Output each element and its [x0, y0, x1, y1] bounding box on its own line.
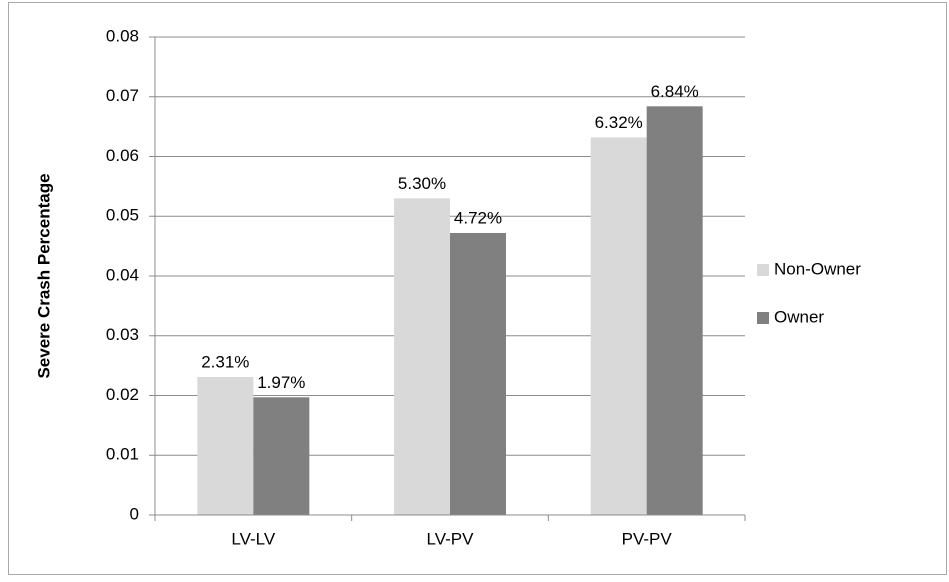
legend-swatch: [757, 264, 769, 276]
data-label: 2.31%: [201, 352, 249, 371]
legend-label: Non-Owner: [774, 259, 861, 278]
y-tick-label: 0.01: [106, 445, 139, 464]
data-label: 1.97%: [257, 373, 305, 392]
data-label: 6.32%: [595, 113, 643, 132]
y-tick-label: 0.07: [106, 86, 139, 105]
x-tick-label: LV-LV: [231, 529, 275, 548]
bar: [253, 397, 310, 515]
y-tick-label: 0: [130, 504, 139, 523]
y-tick-label: 0.08: [106, 26, 139, 45]
y-axis-label: Severe Crash Percentage: [34, 173, 53, 378]
data-label: 5.30%: [398, 174, 446, 193]
data-label: 6.84%: [651, 82, 699, 101]
bar: [197, 376, 254, 515]
y-tick-label: 0.05: [106, 206, 139, 225]
y-tick-label: 0.06: [106, 146, 139, 165]
bar: [590, 137, 647, 515]
y-tick-label: 0.04: [106, 265, 139, 284]
x-tick-label: PV-PV: [622, 529, 673, 548]
bar: [450, 232, 506, 516]
y-tick-label: 0.02: [106, 385, 139, 404]
x-tick-label: LV-PV: [427, 529, 475, 548]
data-label: 4.72%: [454, 208, 502, 227]
bar: [394, 198, 450, 515]
y-tick-label: 0.03: [106, 325, 139, 344]
bar: [646, 106, 703, 515]
legend-swatch: [757, 312, 769, 324]
legend-label: Owner: [774, 307, 824, 326]
